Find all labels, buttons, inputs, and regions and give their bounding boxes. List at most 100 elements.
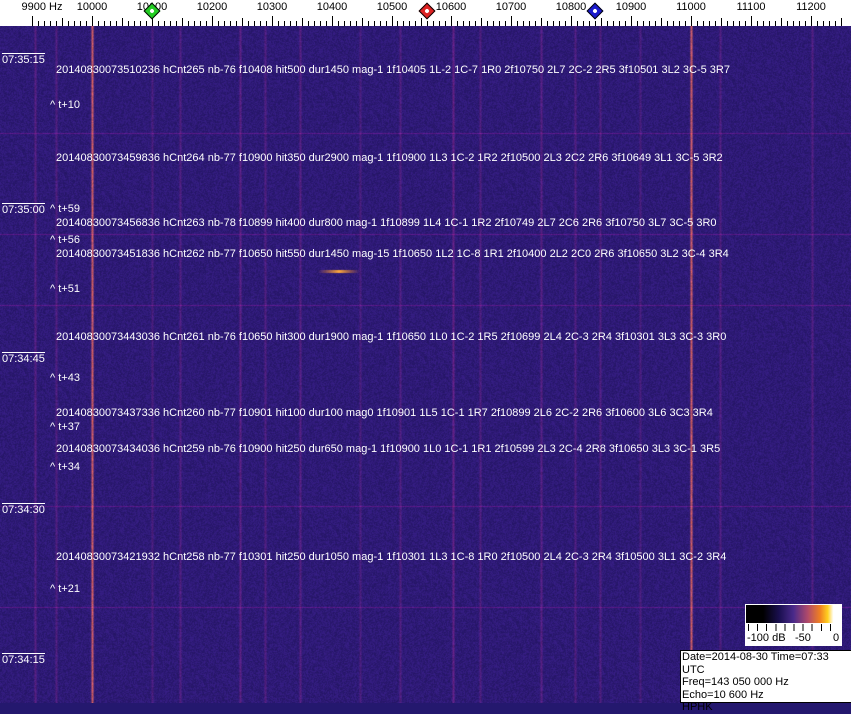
axis-tick bbox=[308, 21, 309, 26]
axis-tick bbox=[787, 21, 788, 26]
axis-tick bbox=[104, 21, 105, 26]
axis-tick bbox=[547, 21, 548, 26]
axis-tick bbox=[350, 21, 351, 26]
axis-tick bbox=[739, 21, 740, 26]
axis-tick bbox=[559, 21, 560, 26]
axis-tick bbox=[380, 21, 381, 26]
axis-tick bbox=[296, 21, 297, 26]
axis-tick bbox=[745, 21, 746, 26]
axis-tick bbox=[158, 21, 159, 26]
axis-tick bbox=[427, 21, 428, 26]
axis-tick bbox=[284, 21, 285, 26]
time-label: 07:34:45 bbox=[2, 352, 45, 365]
axis-tick bbox=[469, 21, 470, 26]
axis-tick bbox=[439, 21, 440, 26]
axis-tick bbox=[38, 21, 39, 26]
freq-label: 11000 bbox=[676, 1, 706, 13]
axis-tick bbox=[188, 21, 189, 26]
color-scale-label: -100 dB bbox=[747, 632, 786, 644]
axis-tick bbox=[511, 16, 512, 26]
axis-tick bbox=[697, 21, 698, 26]
axis-tick bbox=[841, 18, 842, 26]
time-offset-label: ^ t+43 bbox=[50, 372, 80, 384]
freq-label: 10600 bbox=[435, 1, 467, 13]
axis-tick bbox=[583, 21, 584, 26]
axis-tick bbox=[451, 16, 452, 26]
axis-tick bbox=[56, 21, 57, 26]
waterfall-spectrogram[interactable] bbox=[0, 26, 851, 703]
axis-tick bbox=[314, 21, 315, 26]
axis-tick bbox=[182, 18, 183, 26]
freq-label: 10900 bbox=[615, 1, 647, 13]
axis-tick bbox=[679, 21, 680, 26]
axis-tick bbox=[242, 18, 243, 26]
axis-tick bbox=[523, 21, 524, 26]
axis-tick bbox=[499, 21, 500, 26]
axis-tick bbox=[535, 21, 536, 26]
axis-tick bbox=[541, 18, 542, 26]
axis-tick bbox=[505, 21, 506, 26]
axis-tick bbox=[727, 21, 728, 26]
axis-tick bbox=[152, 16, 153, 26]
axis-tick bbox=[128, 21, 129, 26]
axis-tick bbox=[835, 21, 836, 26]
axis-tick bbox=[775, 21, 776, 26]
axis-tick bbox=[433, 21, 434, 26]
axis-tick bbox=[805, 21, 806, 26]
axis-tick bbox=[374, 21, 375, 26]
freq-label: 10400 bbox=[316, 1, 348, 13]
axis-tick bbox=[529, 21, 530, 26]
color-scale-legend: -100 dB -50 0 bbox=[745, 604, 842, 646]
axis-tick bbox=[445, 21, 446, 26]
axis-tick bbox=[254, 21, 255, 26]
axis-tick bbox=[397, 21, 398, 26]
axis-tick bbox=[571, 16, 572, 26]
freq-label: 10000 bbox=[76, 1, 108, 13]
axis-tick bbox=[68, 21, 69, 26]
time-label: 07:35:00 bbox=[2, 203, 45, 216]
frequency-axis[interactable]: 9900 Hz 10000 10100 10200 10300 10400 10… bbox=[0, 0, 851, 26]
info-panel: Date=2014-08-30 Time=07:33 UTC Freq=143 … bbox=[680, 650, 851, 713]
axis-tick bbox=[356, 21, 357, 26]
axis-tick bbox=[685, 21, 686, 26]
color-gradient bbox=[746, 605, 841, 623]
axis-tick bbox=[517, 21, 518, 26]
red-marker-icon[interactable] bbox=[418, 2, 436, 20]
axis-tick bbox=[332, 16, 333, 26]
event-annotation: 20140830073443036 hCnt261 nb-76 f10650 h… bbox=[56, 331, 727, 343]
event-annotation: 20140830073456836 hCnt263 nb-78 f10899 h… bbox=[56, 217, 717, 229]
axis-tick bbox=[811, 16, 812, 26]
axis-tick bbox=[769, 21, 770, 26]
axis-tick bbox=[781, 18, 782, 26]
axis-tick bbox=[409, 21, 410, 26]
axis-tick bbox=[751, 16, 752, 26]
axis-tick bbox=[326, 21, 327, 26]
time-offset-label: ^ t+34 bbox=[50, 461, 80, 473]
axis-tick bbox=[703, 21, 704, 26]
axis-tick bbox=[338, 21, 339, 26]
time-label: 07:35:15 bbox=[2, 53, 45, 66]
axis-tick bbox=[176, 21, 177, 26]
event-annotation: 20140830073451836 hCnt262 nb-77 f10650 h… bbox=[56, 248, 729, 260]
time-label: 07:34:15 bbox=[2, 653, 45, 666]
axis-tick bbox=[619, 21, 620, 26]
axis-tick bbox=[236, 21, 237, 26]
axis-tick bbox=[715, 21, 716, 26]
freq-label: 10500 bbox=[376, 1, 408, 13]
axis-tick bbox=[86, 21, 87, 26]
event-annotation: 20140830073434036 hCnt259 nb-76 f10900 h… bbox=[56, 443, 721, 455]
axis-tick bbox=[415, 21, 416, 26]
axis-tick bbox=[164, 21, 165, 26]
axis-tick bbox=[146, 21, 147, 26]
axis-tick bbox=[667, 21, 668, 26]
axis-tick bbox=[392, 16, 393, 26]
axis-tick bbox=[80, 21, 81, 26]
axis-tick bbox=[481, 18, 482, 26]
axis-tick bbox=[823, 21, 824, 26]
axis-tick bbox=[613, 21, 614, 26]
axis-tick bbox=[50, 21, 51, 26]
axis-tick bbox=[625, 21, 626, 26]
axis-tick bbox=[403, 21, 404, 26]
axis-tick bbox=[709, 21, 710, 26]
blue-marker-icon[interactable] bbox=[586, 2, 604, 20]
